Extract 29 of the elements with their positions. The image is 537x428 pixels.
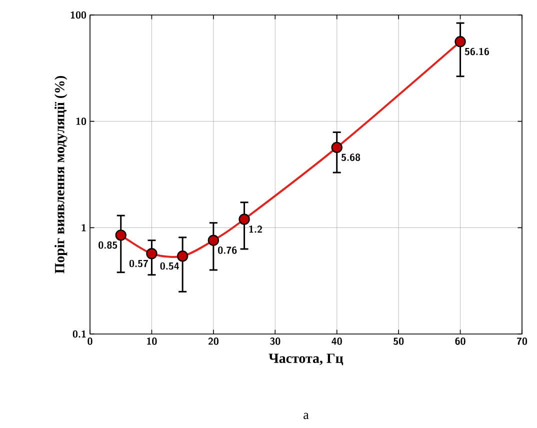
- data-label: 0.57: [129, 260, 148, 268]
- y-tick-label: 1: [82, 224, 86, 232]
- y-tick-label: 100: [70, 11, 86, 19]
- text: а: [304, 412, 309, 420]
- point: [238, 214, 250, 225]
- y-axis-title: Поріг виявлення модуляції (%): [54, 76, 68, 274]
- y-tick-label: 0.1: [72, 330, 86, 338]
- point: [331, 142, 342, 154]
- data-label: 0.76: [218, 246, 237, 254]
- x-tick-label: 0: [88, 338, 92, 345]
- x-tick-label: 70: [516, 338, 528, 345]
- x-tick-label: 40: [332, 338, 342, 345]
- point: [208, 234, 220, 246]
- x-axis-title: Частота, Гц: [268, 354, 344, 366]
- point: [146, 248, 158, 260]
- data-label: 5.68: [341, 154, 360, 162]
- x-tick-label: 50: [393, 338, 404, 345]
- point: [176, 250, 188, 262]
- data-label: 1.2: [249, 225, 262, 233]
- x-tick-label: 10: [146, 338, 157, 345]
- point: [454, 36, 466, 48]
- point: [115, 230, 126, 241]
- x-tick-label: 30: [270, 338, 280, 345]
- data-label: 56.16: [464, 48, 489, 56]
- x-tick-label: 60: [455, 338, 466, 345]
- x-tick-label: 20: [208, 338, 218, 345]
- y-tick-label: 10: [76, 118, 86, 126]
- data-label: 0.85: [98, 241, 118, 249]
- data-label: 0.54: [160, 262, 180, 270]
